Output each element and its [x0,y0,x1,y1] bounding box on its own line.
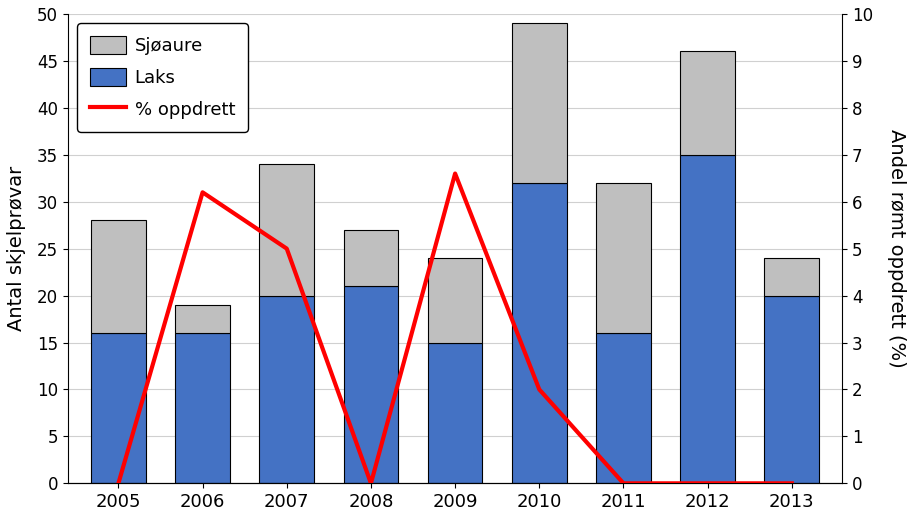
% oppdrett [702,480,713,486]
Bar [343,230,398,286]
Bar [764,258,819,296]
% oppdrett [534,386,545,393]
% oppdrett [786,480,797,486]
Bar [596,183,651,333]
Bar [175,333,230,483]
Bar [596,333,651,483]
Y-axis label: Antal skjelprøvar: Antal skjelprøvar [7,166,26,332]
Legend: Sjøaure, Laks, % oppdrett: Sjøaure, Laks, % oppdrett [77,23,247,132]
Bar [680,51,735,155]
Bar [428,342,482,483]
% oppdrett [281,246,292,252]
% oppdrett [449,170,460,177]
% oppdrett [197,189,208,195]
Bar [259,296,314,483]
Bar [259,164,314,296]
% oppdrett [618,480,629,486]
% oppdrett [365,480,376,486]
Bar [512,23,567,183]
Bar [764,296,819,483]
Bar [512,183,567,483]
Line: % oppdrett: % oppdrett [119,174,792,483]
Bar [91,333,146,483]
Y-axis label: Andel rømt oppdrett (%): Andel rømt oppdrett (%) [887,130,906,368]
Bar [428,258,482,342]
Bar [91,221,146,333]
Bar [680,155,735,483]
% oppdrett [113,480,124,486]
Bar [343,286,398,483]
Bar [175,305,230,333]
